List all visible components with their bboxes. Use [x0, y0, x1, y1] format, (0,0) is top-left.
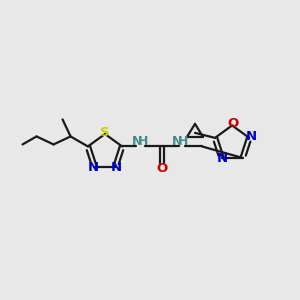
Text: H: H	[178, 135, 188, 148]
Text: H: H	[138, 135, 148, 148]
Text: N: N	[246, 130, 257, 143]
Text: N: N	[111, 161, 122, 174]
Text: N: N	[172, 135, 182, 148]
Text: O: O	[157, 162, 168, 175]
Text: N: N	[88, 161, 99, 174]
Text: S: S	[100, 126, 110, 139]
Text: N: N	[132, 135, 142, 148]
Text: N: N	[217, 152, 228, 166]
Text: O: O	[227, 117, 239, 130]
